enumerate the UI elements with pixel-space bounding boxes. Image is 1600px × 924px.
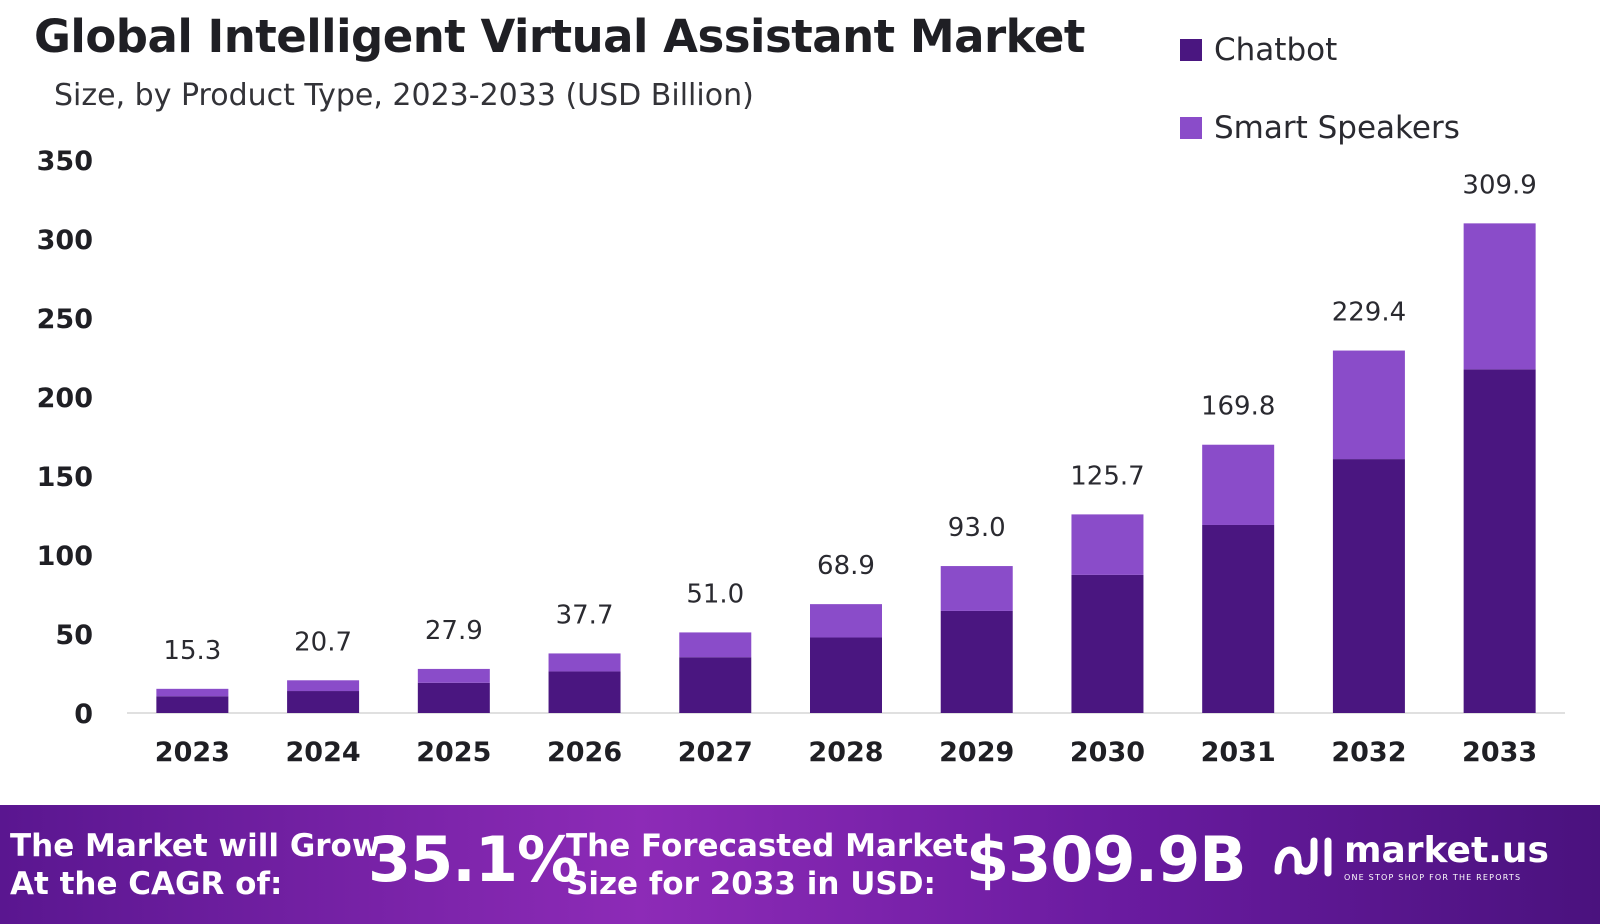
stacked-bar-chart: 0 50 100 150 200 250 300 350 15.3 2023 20.7 2024 27.…: [37, 146, 1565, 768]
legend-label-smart-speakers: Smart Speakers: [1214, 110, 1460, 146]
bar-smart-speakers-2029: [940, 566, 1013, 611]
x-tick-label-2029: 2029: [939, 737, 1014, 768]
y-tick-label: 350: [37, 146, 93, 177]
data-label-2026: 37.7: [556, 600, 614, 630]
x-tick-label-2027: 2027: [678, 737, 753, 768]
legend-item-chatbot: Chatbot: [1180, 30, 1460, 70]
data-label-2033: 309.9: [1462, 170, 1536, 200]
market-us-logo-icon: [1274, 837, 1332, 877]
x-tick-label-2026: 2026: [547, 737, 622, 768]
bar-smart-speakers-2027: [679, 632, 752, 658]
bar-chatbot-2026: [548, 671, 621, 713]
bar-smart-speakers-2023: [156, 688, 229, 697]
y-tick-label: 300: [37, 225, 93, 256]
forecast-caption: The Forecasted Market Size for 2033 in U…: [566, 827, 968, 903]
data-label-2030: 125.7: [1070, 461, 1144, 491]
y-tick-label: 100: [37, 541, 93, 572]
x-tick-label-2024: 2024: [286, 737, 361, 768]
y-tick-label: 200: [37, 383, 93, 414]
forecast-caption-line2: Size for 2033 in USD:: [566, 866, 936, 902]
data-label-2029: 93.0: [948, 513, 1006, 543]
cagr-caption: The Market will Grow At the CAGR of:: [10, 827, 381, 903]
x-tick-label-2023: 2023: [155, 737, 230, 768]
bar-chatbot-2027: [679, 657, 752, 713]
cagr-caption-line2: At the CAGR of:: [10, 866, 283, 902]
x-tick-label-2031: 2031: [1201, 737, 1276, 768]
cagr-caption-line1: The Market will Grow: [10, 828, 381, 864]
x-tick-label-2028: 2028: [808, 737, 883, 768]
bar-chatbot-2031: [1202, 524, 1275, 713]
bar-chatbot-2030: [1071, 574, 1144, 713]
forecast-value: $309.9B: [966, 823, 1247, 896]
brand-logo[interactable]: market.us ONE STOP SHOP FOR THE REPORTS: [1272, 831, 1549, 883]
x-tick-label-2030: 2030: [1070, 737, 1145, 768]
brand-name: market.us: [1344, 829, 1549, 871]
bar-chatbot-2033: [1463, 369, 1536, 713]
legend-swatch-chatbot: [1180, 39, 1202, 61]
bar-smart-speakers-2032: [1332, 350, 1405, 460]
y-tick-label: 150: [37, 462, 93, 493]
legend-label-chatbot: Chatbot: [1214, 32, 1338, 68]
y-tick-label: 50: [55, 620, 93, 651]
legend: Chatbot Smart Speakers: [1180, 30, 1460, 186]
chart-title: Global Intelligent Virtual Assistant Mar…: [34, 10, 1085, 63]
cagr-value: 35.1%: [368, 823, 579, 896]
data-label-2024: 20.7: [294, 627, 352, 657]
brand-tagline: ONE STOP SHOP FOR THE REPORTS: [1344, 872, 1522, 882]
x-tick-label-2032: 2032: [1331, 737, 1406, 768]
forecast-caption-line1: The Forecasted Market: [566, 828, 968, 864]
data-label-2032: 229.4: [1332, 298, 1406, 328]
bar-smart-speakers-2031: [1202, 444, 1275, 525]
x-tick-label-2033: 2033: [1462, 737, 1537, 768]
bar-chatbot-2025: [417, 682, 490, 713]
data-label-2031: 169.8: [1201, 392, 1275, 422]
legend-item-smart-speakers: Smart Speakers: [1180, 108, 1460, 148]
bar-smart-speakers-2024: [287, 680, 360, 692]
summary-banner: The Market will Grow At the CAGR of: 35.…: [0, 805, 1600, 924]
data-label-2023: 15.3: [163, 636, 221, 666]
legend-swatch-smart-speakers: [1180, 117, 1202, 139]
bar-smart-speakers-2026: [548, 653, 621, 672]
bar-chatbot-2029: [940, 610, 1013, 713]
bar-smart-speakers-2025: [417, 668, 490, 683]
bar-smart-speakers-2033: [1463, 223, 1536, 370]
bar-smart-speakers-2030: [1071, 514, 1144, 575]
y-tick-label: 0: [74, 699, 93, 730]
data-label-2027: 51.0: [686, 579, 744, 609]
bar-chatbot-2023: [156, 696, 229, 713]
chart-subtitle: Size, by Product Type, 2023-2033 (USD Bi…: [54, 78, 754, 113]
data-label-2025: 27.9: [425, 616, 483, 646]
x-tick-label-2025: 2025: [416, 737, 491, 768]
bar-chatbot-2028: [810, 637, 882, 713]
y-tick-label: 250: [37, 304, 93, 335]
data-label-2028: 68.9: [817, 551, 875, 581]
bar-smart-speakers-2028: [810, 604, 882, 638]
bar-chatbot-2024: [287, 691, 360, 713]
bar-chatbot-2032: [1332, 459, 1405, 713]
